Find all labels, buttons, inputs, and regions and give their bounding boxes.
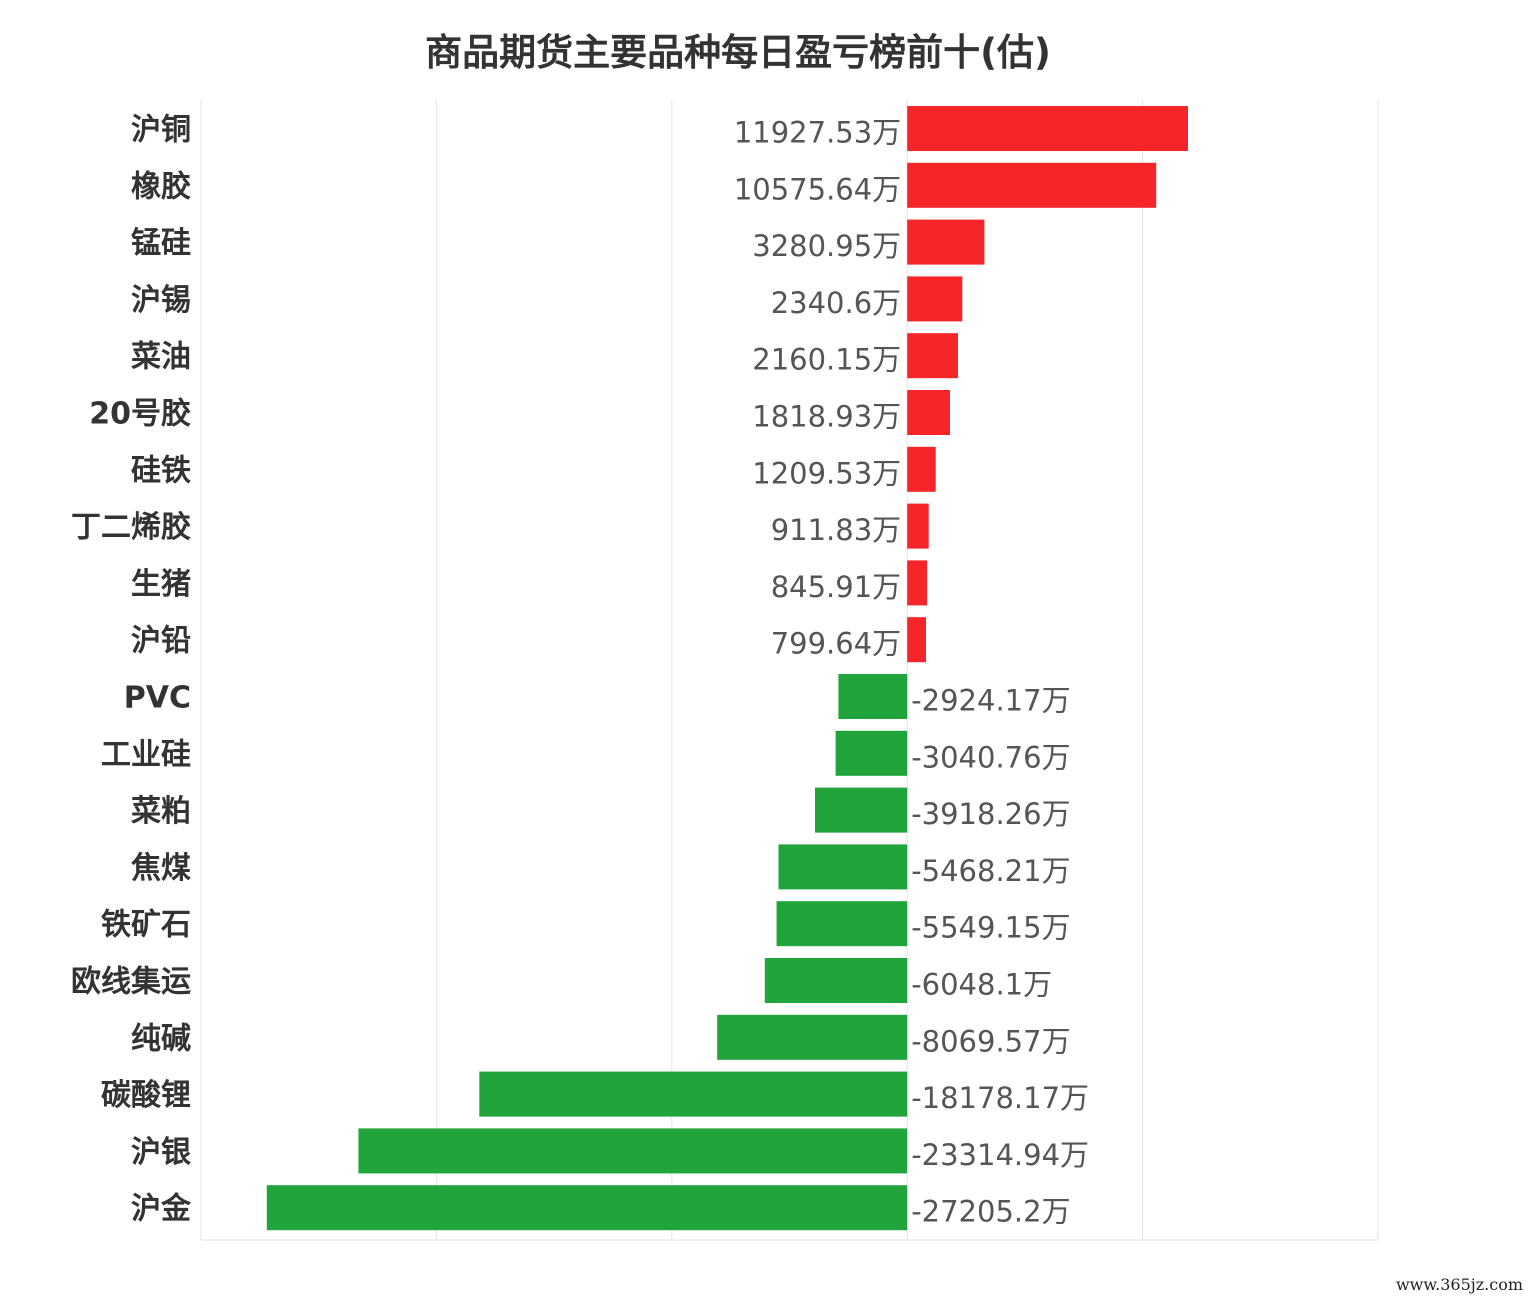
category-label: 沪铜 xyxy=(131,113,191,148)
bar xyxy=(358,1128,908,1174)
value-label: -2924.17万 xyxy=(911,684,1070,718)
value-label: -8069.57万 xyxy=(911,1024,1070,1058)
value-label: 799.64万 xyxy=(771,627,901,661)
category-label: 橡胶 xyxy=(131,169,191,204)
bar xyxy=(907,333,958,379)
bar xyxy=(764,958,908,1003)
bar xyxy=(907,503,929,549)
category-label: 纯碱 xyxy=(131,1021,191,1056)
bar xyxy=(907,276,963,322)
chart-title: 商品期货主要品种每日盈亏榜前十(估) xyxy=(425,31,1051,74)
bar xyxy=(266,1185,908,1231)
bar xyxy=(907,162,1157,208)
category-label: 菜粕 xyxy=(131,794,191,829)
bar xyxy=(717,1014,908,1060)
category-label: 生猪 xyxy=(131,567,191,602)
bar xyxy=(835,730,908,776)
category-label: PVC xyxy=(124,681,191,716)
category-label: 沪金 xyxy=(131,1192,192,1227)
value-label: 10575.64万 xyxy=(734,172,901,206)
value-label: -6048.1万 xyxy=(911,968,1052,1002)
value-label: 11927.53万 xyxy=(734,116,901,150)
value-label: 2160.15万 xyxy=(752,343,901,377)
bar xyxy=(776,901,908,947)
value-label: -18178.17万 xyxy=(911,1081,1089,1115)
value-label: 3280.95万 xyxy=(752,229,901,263)
category-label: 工业硅 xyxy=(101,737,191,772)
bar xyxy=(907,560,928,606)
value-label: -5549.15万 xyxy=(911,911,1070,945)
value-label: 911.83万 xyxy=(771,513,901,547)
value-label: -5468.21万 xyxy=(911,854,1070,888)
category-label: 丁二烯胶 xyxy=(71,510,191,545)
category-label: 20号胶 xyxy=(89,397,191,432)
value-labels: 11927.53万 10575.64万 3280.95万 2340.6万 2160.15… xyxy=(734,116,1089,1229)
value-label: -3040.76万 xyxy=(911,740,1070,774)
category-label: 欧线集运 xyxy=(71,965,191,1000)
category-label: 铁矿石 xyxy=(101,908,191,943)
bar xyxy=(907,390,950,435)
value-label: -27205.2万 xyxy=(911,1195,1070,1229)
bar xyxy=(778,844,908,890)
category-label: 锰硅 xyxy=(131,226,191,261)
value-label: 1818.93万 xyxy=(752,400,901,434)
category-label: 焦煤 xyxy=(131,851,191,886)
category-label: 沪银 xyxy=(131,1135,191,1170)
bar xyxy=(815,787,908,833)
bar xyxy=(907,106,1188,151)
bar xyxy=(907,617,926,663)
value-label: 2340.6万 xyxy=(771,286,901,320)
category-label: 菜油 xyxy=(131,340,191,375)
bar xyxy=(907,219,985,265)
bar xyxy=(479,1071,908,1117)
value-label: 845.91万 xyxy=(771,570,901,604)
grid-lines xyxy=(200,100,1379,1241)
category-label: 沪铅 xyxy=(131,624,191,659)
category-label: 碳酸锂 xyxy=(101,1078,191,1113)
value-label: -3918.26万 xyxy=(911,797,1070,831)
value-label: 1209.53万 xyxy=(752,456,901,490)
watermark: www.365jz.com xyxy=(1395,1275,1523,1294)
bar xyxy=(907,446,936,492)
category-label: 沪锡 xyxy=(131,283,191,318)
value-label: -23314.94万 xyxy=(911,1138,1089,1172)
bar xyxy=(838,674,908,719)
bars xyxy=(266,106,1188,1231)
category-label: 硅铁 xyxy=(131,453,191,488)
